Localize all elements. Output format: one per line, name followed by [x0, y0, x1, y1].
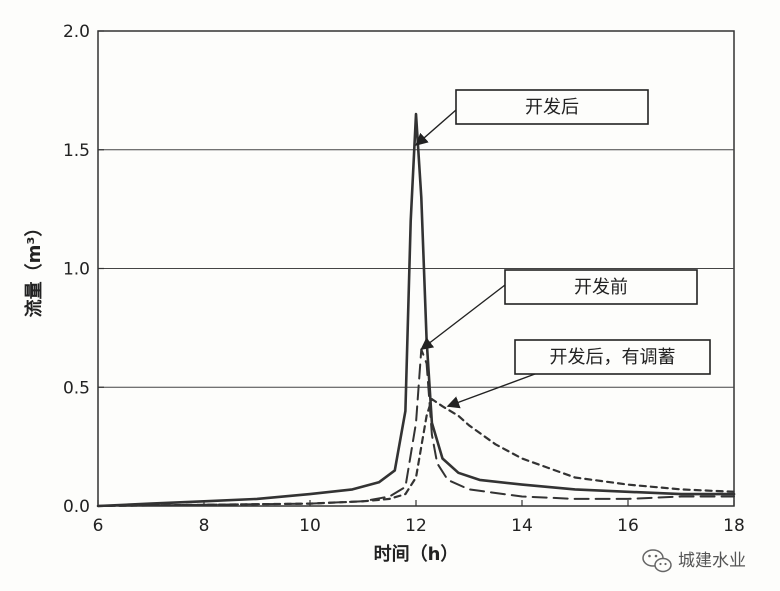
- axis-ticks: 0.0 0.5 1.0 1.5 2.0 6 8 10 12 14 16 18: [63, 22, 745, 536]
- series-line-1: [96, 112, 736, 508]
- x-tick-label: 16: [617, 516, 639, 536]
- watermark-text: 城建水业: [678, 551, 746, 571]
- callout-arrow: [415, 109, 457, 146]
- x-tick-label: 14: [511, 516, 533, 536]
- x-tick-label: 6: [93, 516, 104, 536]
- callout-box: [514, 339, 711, 375]
- callout-label: 开发后，有调蓄: [550, 347, 676, 368]
- y-tick-label: 0.0: [63, 497, 90, 517]
- callout-box: [504, 269, 698, 305]
- callout-label: 开发后: [525, 97, 579, 118]
- callout-arrow: [446, 373, 536, 409]
- series-line-3: [96, 398, 736, 508]
- y-tick-label: 1.5: [63, 141, 90, 161]
- callout-1: 开发后: [415, 89, 649, 146]
- callout-2: 开发前: [420, 269, 698, 351]
- wechat-icon: [642, 549, 672, 573]
- x-axis-title: 时间（h）: [374, 544, 459, 565]
- callout-box: [455, 89, 649, 125]
- callout-arrow: [420, 284, 506, 351]
- callout-3: 开发后，有调蓄: [446, 339, 711, 409]
- watermark: 城建水业: [642, 549, 746, 573]
- y-tick-label: 0.5: [63, 378, 90, 398]
- x-tick-label: 18: [723, 516, 745, 536]
- y-axis-title: 流量（m³）: [23, 219, 45, 318]
- grid-lines: [98, 149, 734, 388]
- x-tick-label: 12: [405, 516, 427, 536]
- x-tick-label: 10: [299, 516, 321, 536]
- y-tick-label: 1.0: [63, 260, 90, 280]
- y-tick-label: 2.0: [63, 22, 90, 42]
- x-tick-label: 8: [199, 516, 210, 536]
- callout-label: 开发前: [574, 277, 628, 298]
- series-lines: [96, 112, 736, 508]
